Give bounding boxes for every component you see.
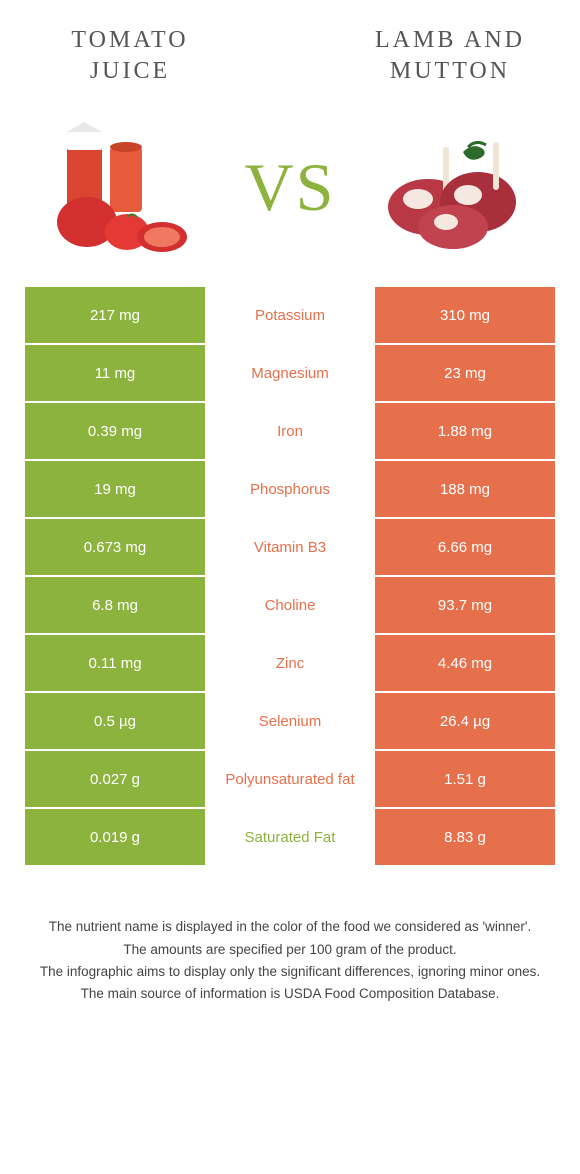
nutrient-label: Choline <box>205 577 375 633</box>
nutrient-label: Iron <box>205 403 375 459</box>
table-row: 0.673 mgVitamin B36.66 mg <box>25 519 555 575</box>
table-row: 0.39 mgIron1.88 mg <box>25 403 555 459</box>
table-row: 0.027 gPolyunsaturated fat1.51 g <box>25 751 555 807</box>
table-row: 0.5 µgSelenium26.4 µg <box>25 693 555 749</box>
right-value: 1.51 g <box>375 751 555 807</box>
right-value: 93.7 mg <box>375 577 555 633</box>
left-value: 11 mg <box>25 345 205 401</box>
left-value: 6.8 mg <box>25 577 205 633</box>
right-value: 6.66 mg <box>375 519 555 575</box>
nutrient-label: Vitamin B3 <box>205 519 375 575</box>
left-food-title: TOMATO JUICE <box>30 25 230 87</box>
right-value: 1.88 mg <box>375 403 555 459</box>
left-value: 19 mg <box>25 461 205 517</box>
left-value: 217 mg <box>25 287 205 343</box>
footnote-line: The infographic aims to display only the… <box>35 962 545 982</box>
right-value: 310 mg <box>375 287 555 343</box>
nutrient-label: Phosphorus <box>205 461 375 517</box>
table-row: 19 mgPhosphorus188 mg <box>25 461 555 517</box>
nutrient-label: Zinc <box>205 635 375 691</box>
footnote-line: The main source of information is USDA F… <box>35 984 545 1004</box>
table-row: 11 mgMagnesium23 mg <box>25 345 555 401</box>
nutrient-label: Selenium <box>205 693 375 749</box>
nutrient-label: Potassium <box>205 287 375 343</box>
nutrient-label: Saturated Fat <box>205 809 375 865</box>
left-value: 0.019 g <box>25 809 205 865</box>
table-row: 0.11 mgZinc4.46 mg <box>25 635 555 691</box>
header: TOMATO JUICE LAMB AND MUTTON <box>0 0 580 97</box>
right-value: 8.83 g <box>375 809 555 865</box>
table-row: 0.019 gSaturated Fat8.83 g <box>25 809 555 865</box>
left-value: 0.5 µg <box>25 693 205 749</box>
right-value: 23 mg <box>375 345 555 401</box>
images-row: VS <box>0 97 580 287</box>
table-row: 6.8 mgCholine93.7 mg <box>25 577 555 633</box>
vs-label: VS <box>245 148 336 227</box>
right-value: 188 mg <box>375 461 555 517</box>
footnote-line: The amounts are specified per 100 gram o… <box>35 940 545 960</box>
tomato-juice-image <box>42 117 212 257</box>
nutrient-label: Magnesium <box>205 345 375 401</box>
left-value: 0.027 g <box>25 751 205 807</box>
footnote-line: The nutrient name is displayed in the co… <box>35 917 545 937</box>
table-row: 217 mgPotassium310 mg <box>25 287 555 343</box>
lamb-mutton-image <box>368 117 538 257</box>
nutrient-table: 217 mgPotassium310 mg11 mgMagnesium23 mg… <box>0 287 580 865</box>
left-value: 0.673 mg <box>25 519 205 575</box>
left-value: 0.39 mg <box>25 403 205 459</box>
nutrient-label: Polyunsaturated fat <box>205 751 375 807</box>
footnotes: The nutrient name is displayed in the co… <box>0 867 580 1026</box>
left-value: 0.11 mg <box>25 635 205 691</box>
right-food-title: LAMB AND MUTTON <box>350 25 550 87</box>
right-value: 26.4 µg <box>375 693 555 749</box>
right-value: 4.46 mg <box>375 635 555 691</box>
